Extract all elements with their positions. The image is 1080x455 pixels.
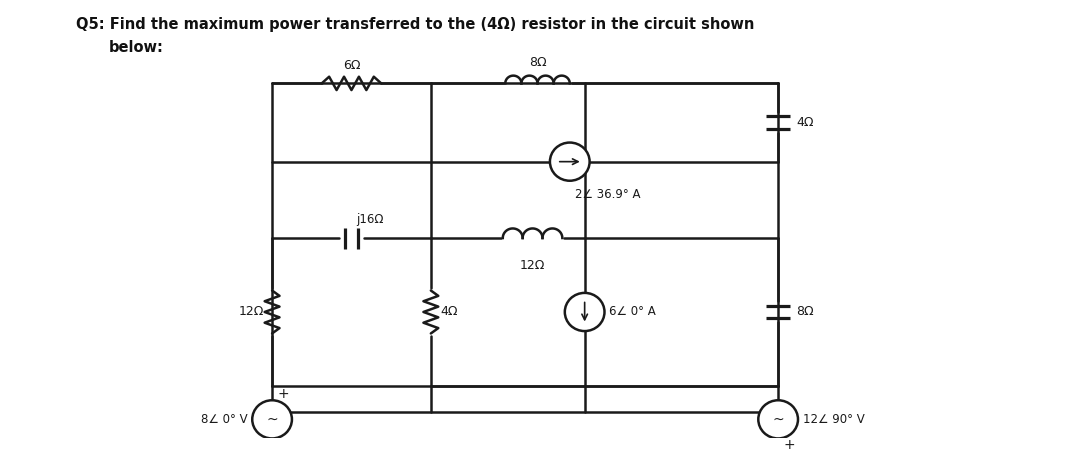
Text: ~: ~ [267, 412, 278, 426]
Text: below:: below: [108, 40, 163, 56]
Text: ~: ~ [772, 412, 784, 426]
Text: 6Ω: 6Ω [342, 59, 361, 72]
Text: 4Ω: 4Ω [796, 116, 813, 129]
Text: Q5: Find the maximum power transferred to the (4Ω) resistor in the circuit shown: Q5: Find the maximum power transferred t… [76, 16, 754, 31]
Circle shape [253, 400, 292, 439]
Text: +: + [783, 438, 795, 452]
Circle shape [758, 400, 798, 439]
Text: 6∠ 0° A: 6∠ 0° A [609, 305, 657, 318]
Circle shape [565, 293, 605, 331]
Circle shape [550, 142, 590, 181]
Text: 8∠ 0° V: 8∠ 0° V [201, 413, 247, 426]
Text: 8Ω: 8Ω [796, 305, 813, 318]
Text: 12∠ 90° V: 12∠ 90° V [802, 413, 865, 426]
Text: 2∠ 36.9° A: 2∠ 36.9° A [575, 188, 640, 202]
Text: 12Ω: 12Ω [519, 259, 545, 272]
Text: +: + [278, 387, 288, 400]
Text: j16Ω: j16Ω [356, 212, 383, 226]
Text: 4Ω: 4Ω [441, 305, 458, 318]
Text: 12Ω: 12Ω [239, 305, 265, 318]
Text: 8Ω: 8Ω [529, 56, 546, 69]
